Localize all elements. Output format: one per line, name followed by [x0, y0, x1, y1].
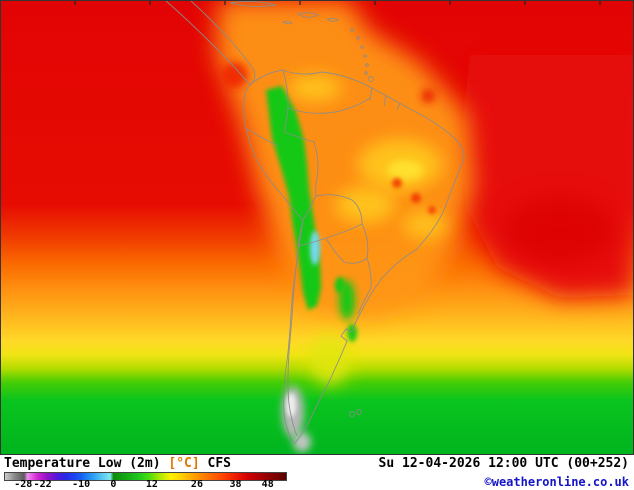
legend-tick-label: -28	[14, 479, 33, 490]
legend-bar	[4, 472, 287, 481]
legend-ticks: -28 -22 -10 0 12 26 38 48	[4, 480, 287, 490]
legend-tick-label: 38	[229, 479, 242, 490]
continent-warm-zone	[216, 0, 474, 318]
andes-cold-spot	[310, 231, 320, 265]
central-america-coastline	[164, 0, 256, 86]
temperature-map	[0, 0, 634, 455]
internal-country-borders	[245, 69, 401, 437]
country-borders	[164, 0, 465, 445]
map-canvas	[0, 0, 634, 455]
falkland-islands	[349, 409, 362, 417]
legend-tick-label: -10	[72, 479, 91, 490]
footer-bar: Temperature Low (2m) [°C] CFS Su 12-04-2…	[0, 455, 634, 490]
andes-green-band	[266, 86, 321, 310]
legend-tick-label: -22	[33, 479, 52, 490]
legend-tick-label: 26	[190, 479, 203, 490]
map-title-line: Temperature Low (2m) [°C] CFS	[4, 456, 231, 471]
legend-tick-label: 0	[110, 479, 117, 490]
map-model: CFS	[207, 456, 231, 471]
map-unit: [°C]	[168, 456, 200, 471]
map-parameter: Temperature Low (2m)	[4, 456, 161, 471]
caribbean-islands	[229, 0, 374, 82]
legend-tick-label: 12	[145, 479, 158, 490]
south-america-coastline	[243, 69, 465, 445]
temperature-field-features	[216, 0, 634, 452]
valid-datetime: Su 12-04-2026 12:00 UTC (00+252)	[378, 456, 629, 471]
legend-tick-label: 48	[261, 479, 274, 490]
copyright: ©weatheronline.co.uk	[484, 475, 630, 489]
